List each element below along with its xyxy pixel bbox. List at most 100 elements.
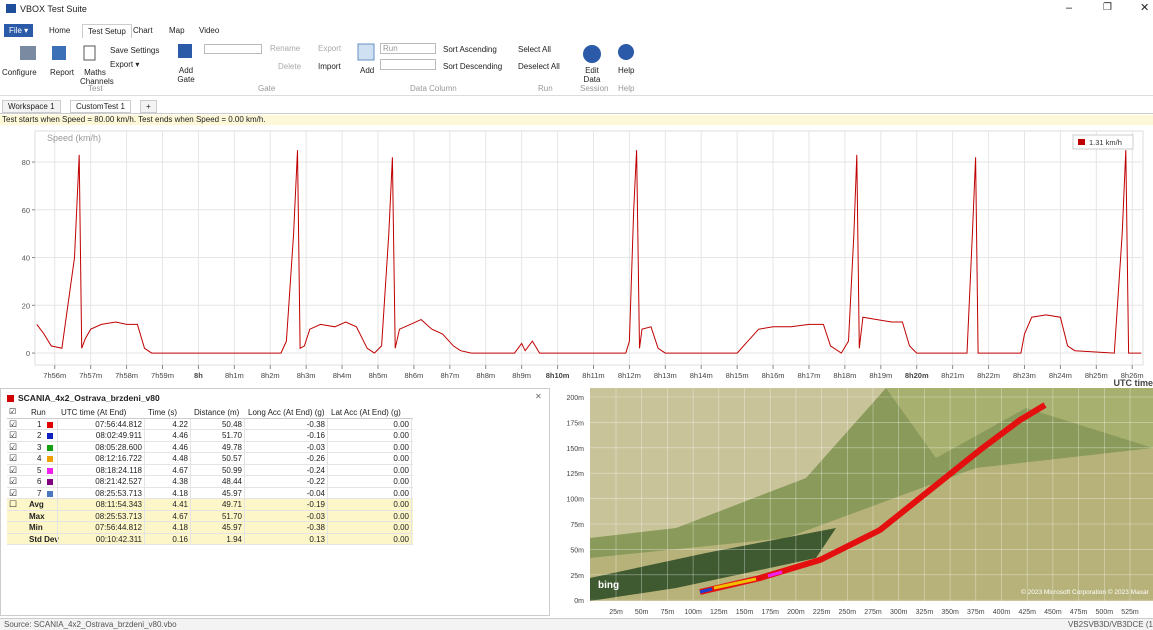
map-x-label: 75m — [661, 609, 675, 616]
cell: 49.78 — [222, 443, 242, 452]
col-divider — [244, 476, 245, 488]
export[interactable]: Export ▾ — [110, 60, 139, 69]
workspace-tab[interactable]: Workspace 1 — [2, 100, 61, 113]
sort-descending[interactable]: Sort Descending — [443, 62, 502, 71]
col-divider — [411, 442, 412, 454]
edit-data[interactable]: Edit Data — [582, 66, 602, 84]
menu-tab[interactable]: Home — [44, 24, 75, 37]
gate-dropdown[interactable] — [204, 44, 262, 54]
deselect-all[interactable]: Deselect All — [518, 62, 560, 71]
col-divider — [144, 419, 145, 431]
row-checkbox[interactable]: ☑ — [9, 442, 17, 453]
table-row — [7, 419, 413, 431]
x-tick-label: 8h — [194, 371, 203, 380]
col-divider — [190, 476, 191, 488]
help[interactable]: Help — [618, 66, 634, 75]
add-gate[interactable]: Add Gate — [176, 66, 196, 84]
x-tick-label: 8h18m — [833, 371, 856, 380]
save-settings[interactable]: Save Settings — [110, 46, 159, 55]
col-divider — [57, 453, 58, 465]
map-y-label: 0m — [574, 598, 584, 605]
cell: 3 — [37, 443, 41, 452]
help-icon — [618, 44, 634, 60]
status-source: Source: SCANIA_4x2_Ostrava_brzdeni_v80.v… — [4, 620, 177, 629]
configure[interactable]: Configure — [2, 68, 37, 77]
column-field[interactable] — [380, 59, 436, 70]
row-checkbox[interactable]: ☑ — [9, 465, 17, 476]
cell: 4.18 — [172, 489, 188, 498]
col-divider — [411, 499, 412, 511]
x-tick-label: 8h9m — [512, 371, 531, 380]
row-checkbox[interactable]: ☑ — [9, 476, 17, 487]
delete[interactable]: Delete — [278, 62, 301, 71]
select-all[interactable]: Select All — [518, 45, 551, 54]
restore[interactable]: ❐ — [1103, 2, 1112, 13]
x-tick-label: 8h21m — [941, 371, 964, 380]
report[interactable]: Report — [50, 68, 74, 77]
map-y-label: 50m — [570, 547, 584, 554]
menu-tab[interactable]: Map — [164, 24, 190, 37]
gate-export[interactable]: Export — [318, 44, 341, 53]
add-column[interactable]: Add — [360, 66, 374, 75]
close[interactable]: ✕ — [1140, 1, 1149, 14]
col-divider — [57, 430, 58, 442]
run-color — [47, 491, 53, 497]
row-checkbox[interactable]: ☑ — [9, 430, 17, 441]
cell: 0.00 — [393, 431, 409, 440]
menu-tab[interactable]: Chart — [128, 24, 158, 37]
group-label: Run — [538, 84, 553, 93]
map-x-label: 100m — [684, 609, 702, 616]
cell: 4.46 — [172, 431, 188, 440]
chart: 0204060807h56m7h57m7h58m7h59m8h8h1m8h2m8… — [0, 125, 1153, 386]
app-icon — [6, 4, 16, 13]
edit-icon — [583, 45, 601, 63]
col-divider — [144, 488, 145, 500]
table-row — [7, 499, 413, 511]
col-divider — [244, 430, 245, 442]
row-checkbox[interactable]: ☑ — [9, 488, 17, 499]
rename[interactable]: Rename — [270, 44, 300, 53]
col-divider — [144, 499, 145, 511]
col-divider — [411, 419, 412, 431]
menu-tab[interactable]: File ▾ — [4, 24, 33, 37]
col-divider — [411, 453, 412, 465]
col-divider — [190, 534, 191, 546]
sort-ascending[interactable]: Sort Ascending — [443, 45, 497, 54]
row-checkbox[interactable]: ☑ — [9, 453, 17, 464]
cell: 0.00 — [393, 454, 409, 463]
cell: 0.00 — [393, 443, 409, 452]
results-table: ☑RunUTC time (At End)Time (s)Distance (m… — [7, 407, 413, 587]
row-checkbox[interactable]: ☑ — [9, 419, 17, 430]
minimize[interactable]: – — [1066, 2, 1072, 14]
table-row — [7, 453, 413, 465]
cell: -0.04 — [307, 489, 325, 498]
cell: 0.00 — [393, 466, 409, 475]
y-tick-label: 80 — [22, 158, 30, 167]
x-tick-label: 8h3m — [297, 371, 316, 380]
configure-icon — [20, 46, 36, 60]
cell: 0.00 — [393, 489, 409, 498]
table-row — [7, 476, 413, 488]
panel-close[interactable]: ✕ — [535, 392, 542, 401]
cell: 08:02:49.911 — [96, 431, 142, 440]
workspace-tab[interactable]: CustomTest 1 — [70, 100, 131, 113]
header-checkbox[interactable]: ☑ — [9, 407, 16, 416]
cell: 4.22 — [172, 420, 188, 429]
run-field[interactable]: Run — [380, 43, 436, 54]
cell: 48.44 — [222, 477, 242, 486]
x-tick-label: 7h56m — [43, 371, 66, 380]
col-divider — [244, 465, 245, 477]
menu-tab[interactable]: Video — [194, 24, 224, 37]
import[interactable]: Import — [318, 62, 341, 71]
row-checkbox[interactable]: ☐ — [9, 499, 17, 510]
map-x-label: 150m — [736, 609, 754, 616]
cell: 4.41 — [172, 500, 188, 509]
panel-title: SCANIA_4x2_Ostrava_brzdeni_v80 — [18, 393, 160, 403]
menu-tab[interactable]: Test Setup — [82, 24, 132, 38]
cell: Min — [29, 523, 43, 532]
title-bar: VBOX Test Suite – ❐ ✕ — [0, 0, 1153, 18]
table-row — [7, 442, 413, 454]
y-tick-label: 20 — [22, 301, 30, 310]
workspace-tab[interactable]: + — [140, 100, 157, 113]
table-row — [7, 465, 413, 477]
